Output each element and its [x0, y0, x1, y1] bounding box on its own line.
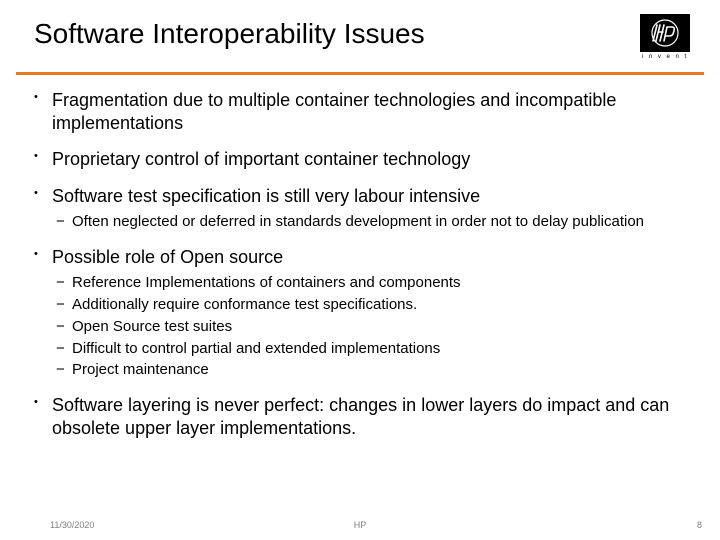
slide-content: Fragmentation due to multiple container … [0, 75, 720, 439]
bullet-text: Proprietary control of important contain… [52, 149, 470, 169]
footer-page-number: 8 [697, 520, 702, 530]
bullet-text: Software test specification is still ver… [52, 186, 480, 206]
bullet-item: Software layering is never perfect: chan… [28, 394, 692, 439]
slide-footer: 11/30/2020 HP 8 [0, 520, 720, 530]
bullet-text: Fragmentation due to multiple container … [52, 90, 616, 133]
sub-bullet-item: Often neglected or deferred in standards… [52, 213, 692, 232]
slide: Software Interoperability Issues i n v e… [0, 0, 720, 540]
sub-bullet-item: Reference Implementations of containers … [52, 274, 692, 293]
bullet-item: Possible role of Open source Reference I… [28, 246, 692, 380]
sub-bullet-text: Often neglected or deferred in standards… [72, 213, 644, 230]
bullet-item: Proprietary control of important contain… [28, 148, 692, 171]
footer-center: HP [354, 520, 367, 530]
hp-logo-icon [640, 14, 690, 52]
slide-title: Software Interoperability Issues [34, 18, 425, 50]
title-row: Software Interoperability Issues i n v e… [0, 0, 720, 68]
sub-bullet-text: Additionally require conformance test sp… [72, 296, 417, 313]
sub-bullet-text: Difficult to control partial and extende… [72, 340, 440, 357]
sub-bullet-list: Often neglected or deferred in standards… [52, 213, 692, 232]
sub-bullet-text: Reference Implementations of containers … [72, 274, 461, 291]
bullet-text: Software layering is never perfect: chan… [52, 395, 669, 438]
sub-bullet-item: Additionally require conformance test sp… [52, 296, 692, 315]
footer-date: 11/30/2020 [50, 520, 94, 530]
bullet-list: Fragmentation due to multiple container … [28, 89, 692, 439]
hp-invent-text: i n v e n t [642, 54, 688, 60]
bullet-item: Software test specification is still ver… [28, 185, 692, 232]
sub-bullet-list: Reference Implementations of containers … [52, 274, 692, 380]
sub-bullet-text: Open Source test suites [72, 318, 232, 335]
sub-bullet-item: Open Source test suites [52, 318, 692, 337]
bullet-text: Possible role of Open source [52, 247, 283, 267]
sub-bullet-item: Project maintenance [52, 361, 692, 380]
hp-logo-block: i n v e n t [640, 14, 690, 60]
bullet-item: Fragmentation due to multiple container … [28, 89, 692, 134]
sub-bullet-text: Project maintenance [72, 361, 209, 378]
sub-bullet-item: Difficult to control partial and extende… [52, 340, 692, 359]
